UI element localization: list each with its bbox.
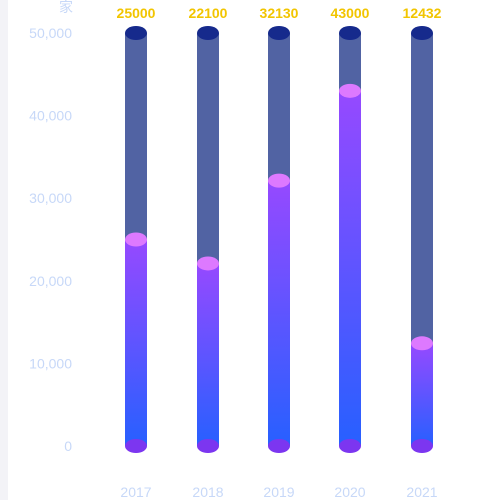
bar-top-cap	[411, 336, 433, 351]
bar-base-cap	[197, 439, 219, 453]
x-axis: 2017 2018 2019 2020 2021	[120, 484, 437, 500]
bar-top-cap	[197, 256, 219, 271]
value-labels: 25000 22100 32130 43000 12432	[117, 5, 442, 21]
data-label: 25000	[117, 5, 156, 21]
y-tick-label: 0	[64, 438, 72, 454]
y-tick-label: 20,000	[29, 273, 72, 289]
bar-background-cap	[411, 26, 433, 40]
bar-top-cap	[339, 83, 361, 98]
bar-base-cap	[268, 439, 290, 453]
bar	[339, 90, 361, 446]
bar-series	[125, 26, 433, 453]
x-tick-label: 2021	[406, 484, 437, 500]
bar-group-2019	[268, 26, 290, 453]
y-axis-unit: 家	[59, 0, 73, 15]
bar-group-2018	[197, 26, 219, 453]
bar-base-cap	[339, 439, 361, 453]
data-label: 43000	[331, 5, 370, 21]
x-tick-label: 2019	[263, 484, 294, 500]
data-label: 12432	[403, 5, 442, 21]
bar	[125, 239, 147, 446]
bar-group-2017	[125, 26, 147, 453]
x-tick-label: 2020	[334, 484, 365, 500]
y-axis: 0 10,000 20,000 30,000 40,000 50,000	[29, 25, 72, 454]
bar-top-cap	[125, 232, 147, 247]
bar	[268, 180, 290, 446]
bar	[411, 343, 433, 446]
bar-top-cap	[268, 173, 290, 188]
left-border-strip	[0, 0, 8, 500]
y-tick-label: 10,000	[29, 355, 72, 371]
x-tick-label: 2018	[192, 484, 223, 500]
bar-background-cap	[197, 26, 219, 40]
data-label: 32130	[260, 5, 299, 21]
bar-group-2021	[411, 26, 433, 453]
y-tick-label: 40,000	[29, 108, 72, 124]
bar-background-cap	[125, 26, 147, 40]
data-label: 22100	[189, 5, 228, 21]
bar-background-cap	[339, 26, 361, 40]
bar-base-cap	[411, 439, 433, 453]
bar-base-cap	[125, 439, 147, 453]
bar-group-2020	[339, 26, 361, 453]
y-tick-label: 30,000	[29, 190, 72, 206]
x-tick-label: 2017	[120, 484, 151, 500]
bar-background-cap	[268, 26, 290, 40]
bar	[197, 263, 219, 446]
y-tick-label: 50,000	[29, 25, 72, 41]
